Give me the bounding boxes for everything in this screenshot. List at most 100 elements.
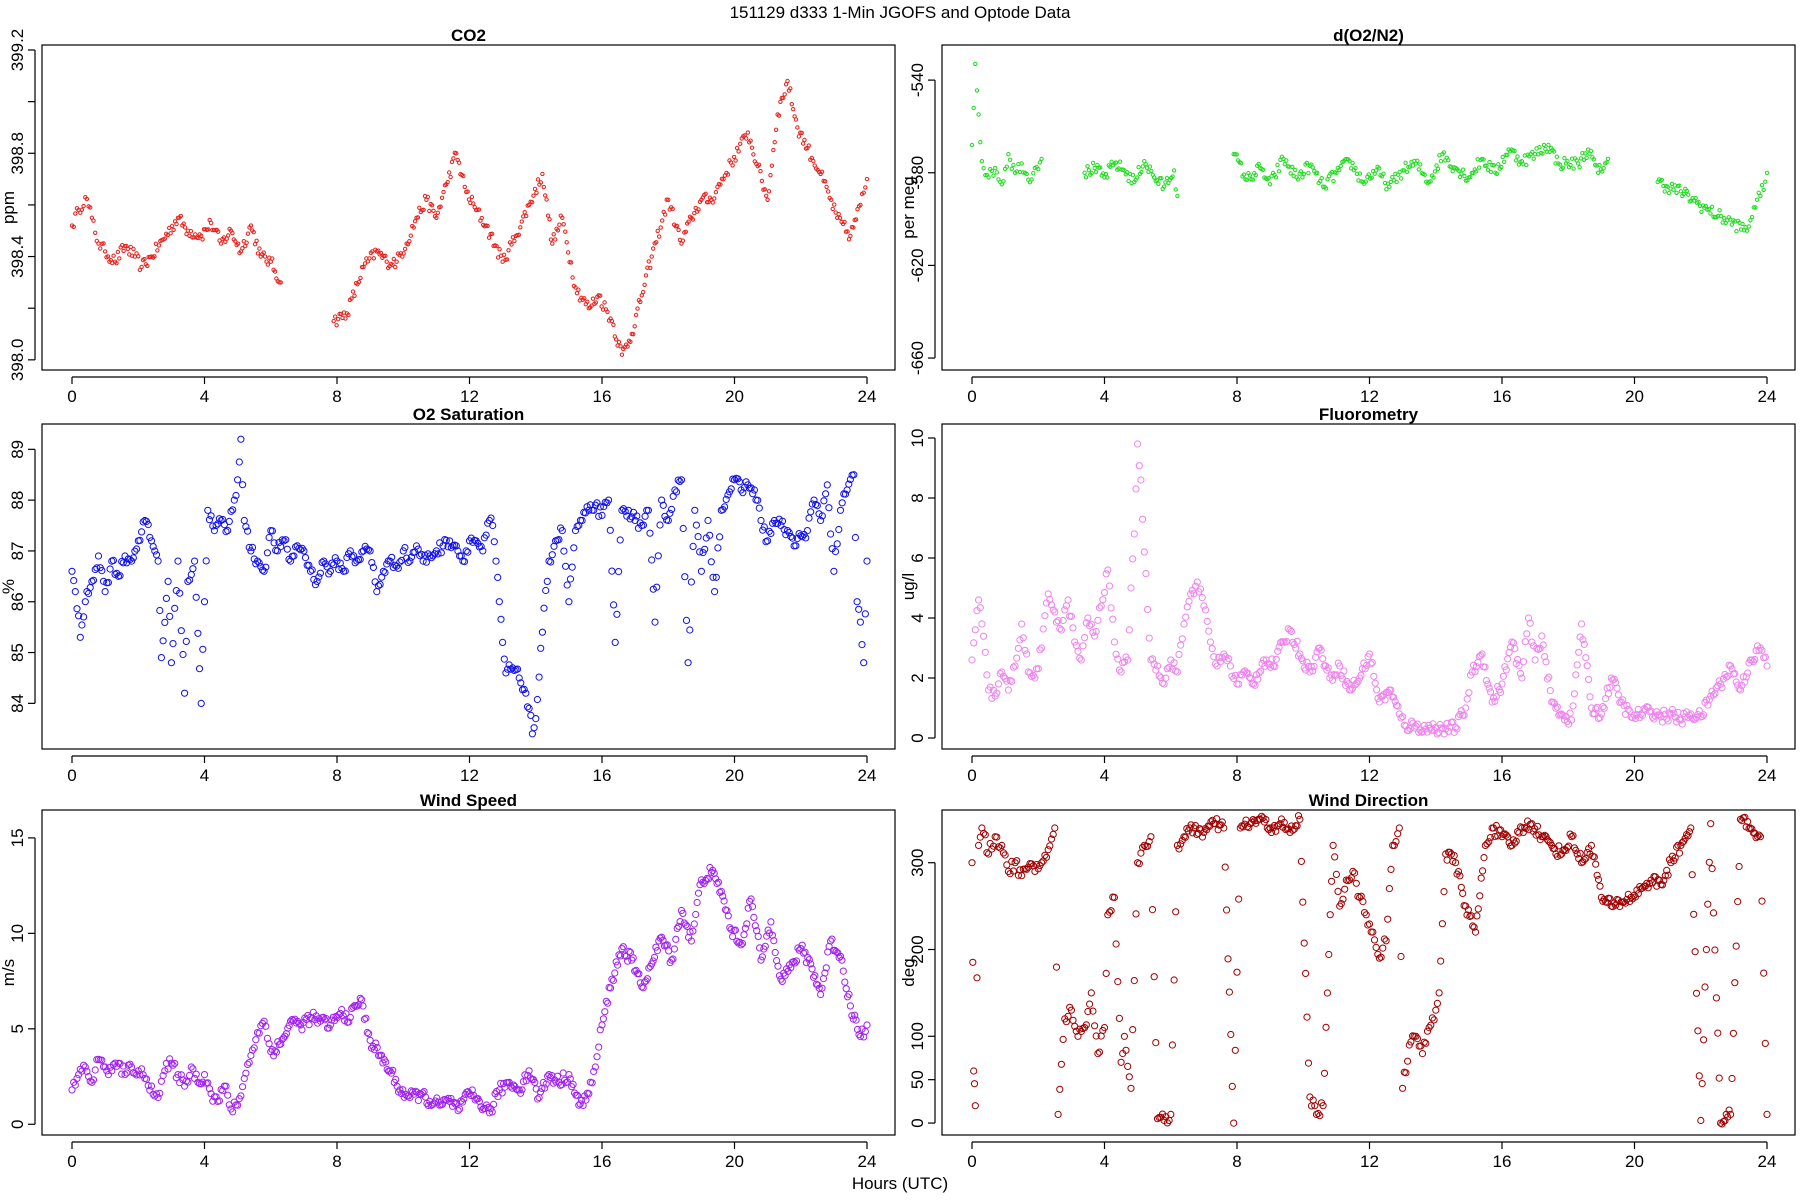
data-point	[991, 173, 996, 178]
data-point	[836, 211, 841, 217]
data-point	[1735, 862, 1743, 871]
x-tick-label: 4	[200, 766, 209, 785]
data-point	[382, 1058, 390, 1066]
data-point	[754, 932, 762, 941]
data-point	[522, 210, 527, 215]
data-point	[532, 186, 538, 192]
data-point	[1390, 693, 1398, 701]
data-point	[1235, 895, 1243, 903]
data-point	[1504, 655, 1512, 663]
data-point	[1310, 662, 1318, 671]
x-tick-label: 4	[200, 387, 209, 406]
data-point	[111, 253, 116, 258]
data-point	[1394, 702, 1402, 710]
data-point	[1137, 849, 1145, 857]
data-point	[625, 344, 630, 349]
data-point	[439, 542, 447, 550]
data-point	[1325, 950, 1333, 959]
data-point	[1028, 860, 1036, 868]
data-point	[1606, 895, 1614, 903]
data-point	[240, 516, 248, 525]
data-point	[233, 239, 238, 244]
data-point	[790, 958, 798, 966]
data-point	[1210, 653, 1218, 661]
data-point	[1172, 908, 1180, 916]
data-point	[1729, 222, 1735, 227]
data-point	[265, 1040, 273, 1048]
data-point	[306, 567, 315, 575]
data-point	[825, 504, 833, 512]
y-axis-label: m/s	[0, 959, 18, 986]
data-point	[1571, 166, 1576, 171]
data-point	[1353, 166, 1358, 171]
data-point	[1553, 703, 1562, 711]
data-point	[1036, 167, 1041, 172]
data-point	[978, 140, 983, 145]
data-point	[1145, 634, 1153, 642]
data-point	[462, 184, 467, 190]
data-point	[1332, 870, 1341, 879]
data-point	[1570, 690, 1579, 698]
data-point	[353, 557, 361, 565]
data-point	[1185, 597, 1193, 605]
data-point	[1530, 149, 1535, 155]
data-point	[1244, 177, 1250, 182]
data-point	[1253, 172, 1259, 178]
data-point	[1147, 833, 1155, 841]
data-point	[104, 578, 113, 587]
data-point	[599, 1015, 608, 1023]
data-point	[535, 177, 541, 182]
data-point	[1109, 615, 1117, 623]
data-point	[756, 162, 762, 168]
data-point	[683, 922, 691, 931]
data-point	[1714, 1029, 1722, 1037]
data-point	[247, 547, 255, 555]
data-point	[205, 516, 214, 524]
data-point	[1621, 899, 1630, 907]
data-point	[547, 217, 552, 222]
data-point	[576, 287, 581, 292]
data-point	[1316, 1112, 1324, 1120]
data-point	[798, 533, 807, 541]
data-point	[779, 95, 784, 101]
data-point	[1513, 158, 1519, 163]
data-point	[199, 1078, 207, 1086]
data-point	[676, 918, 684, 926]
data-point	[1450, 169, 1455, 174]
data-point	[1390, 841, 1398, 850]
data-point	[535, 673, 543, 681]
data-point	[1734, 229, 1739, 234]
data-point	[167, 1059, 175, 1067]
data-point	[1638, 711, 1647, 719]
data-point	[280, 537, 288, 545]
data-point	[550, 241, 555, 246]
data-point	[136, 254, 141, 259]
data-point	[845, 990, 853, 998]
data-point	[1708, 865, 1716, 873]
data-point	[152, 1090, 161, 1098]
y-tick-label: 2	[908, 673, 927, 682]
data-point	[1082, 170, 1087, 176]
data-point	[785, 529, 793, 537]
data-point	[1368, 659, 1376, 667]
data-point	[709, 573, 717, 581]
data-point	[441, 189, 446, 195]
data-point	[226, 233, 231, 238]
x-tick-label: 8	[1232, 766, 1241, 785]
data-point	[1113, 160, 1119, 165]
data-point	[1722, 673, 1730, 681]
data-point	[1272, 655, 1280, 663]
data-point	[1539, 641, 1547, 649]
data-point	[1516, 669, 1525, 678]
data-point	[1241, 172, 1247, 177]
data-point	[1753, 205, 1758, 210]
data-point	[755, 504, 763, 512]
data-point	[1705, 858, 1713, 866]
data-point	[262, 1022, 270, 1030]
data-point	[575, 521, 583, 530]
data-point	[1406, 725, 1414, 733]
data-point	[1124, 1062, 1132, 1071]
data-point	[749, 145, 755, 150]
data-point	[1145, 837, 1153, 846]
